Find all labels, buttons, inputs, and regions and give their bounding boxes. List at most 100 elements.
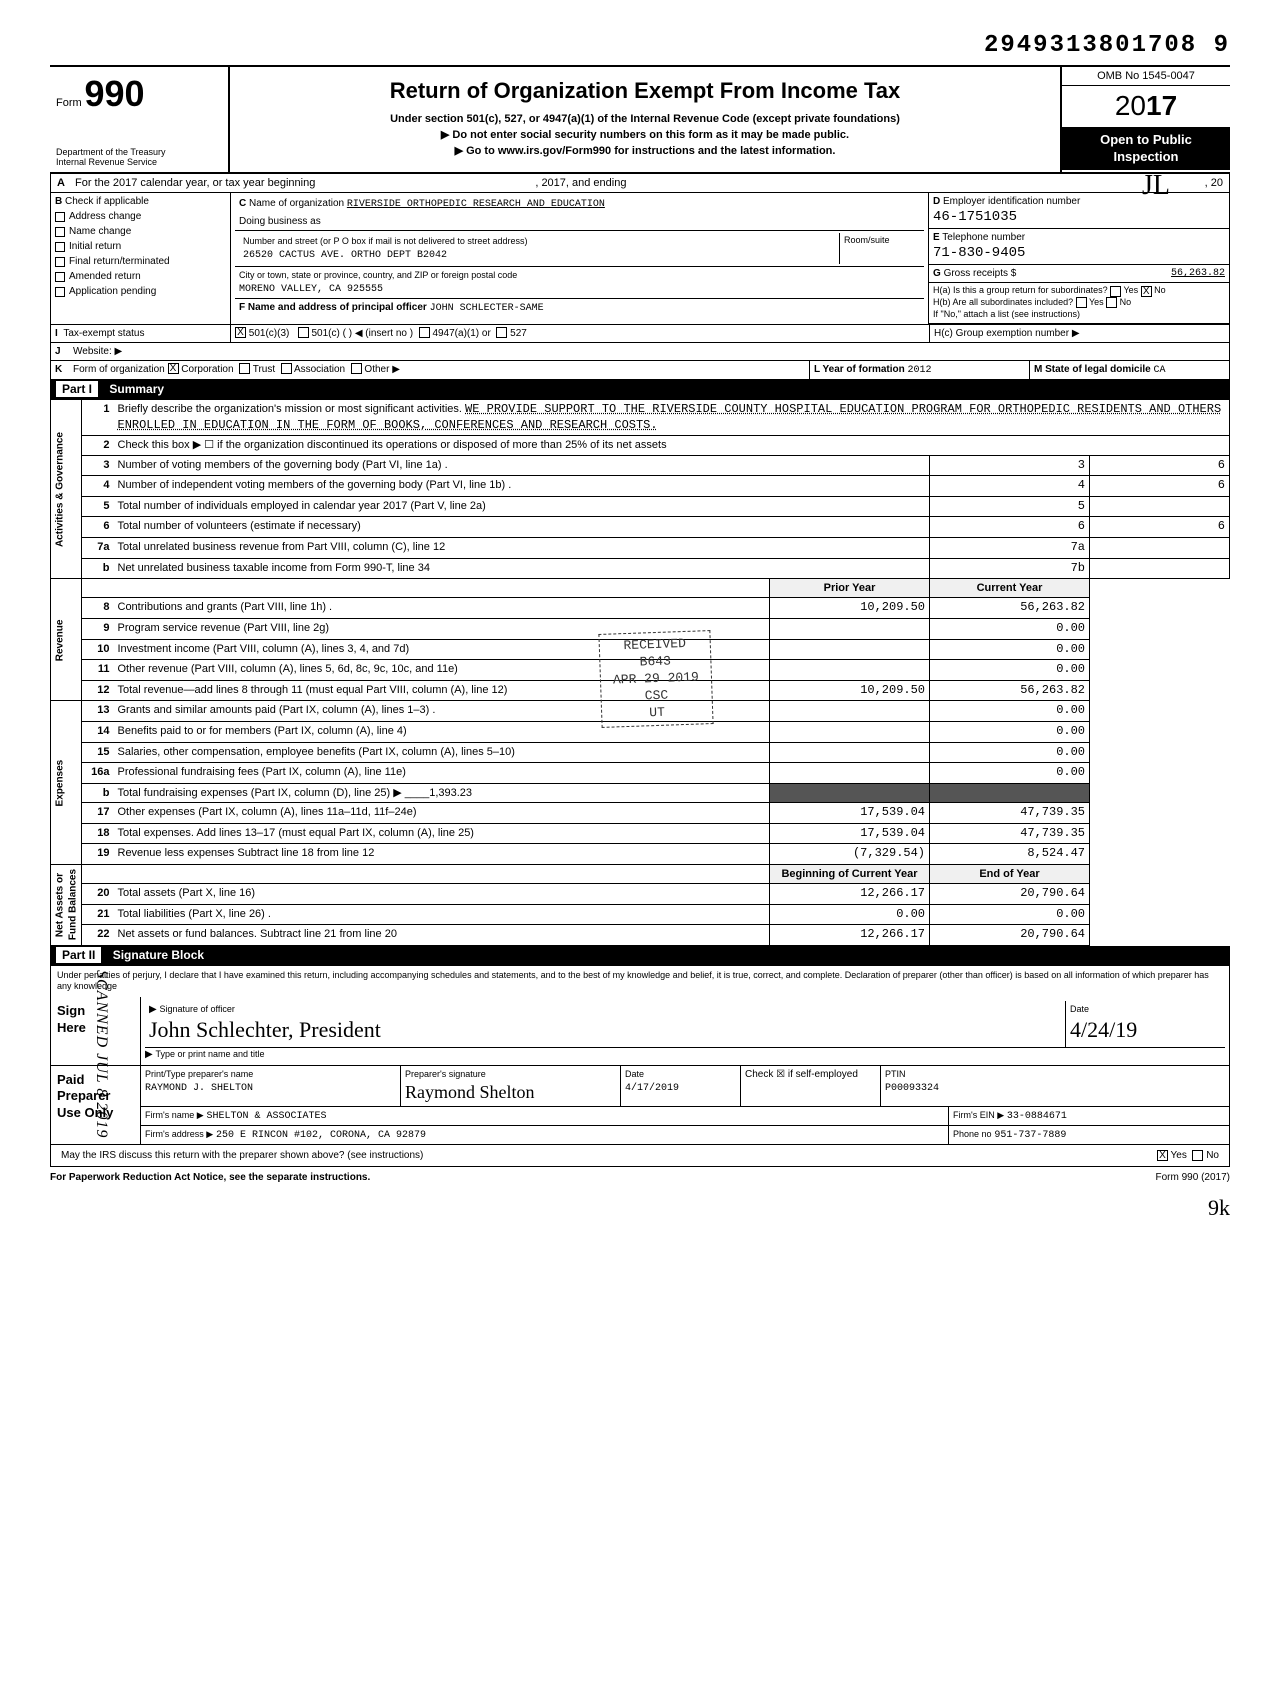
exp-ln: 17 bbox=[82, 803, 114, 824]
row-a: A For the 2017 calendar year, or tax yea… bbox=[50, 174, 1230, 193]
tax-exempt-label: Tax-exempt status bbox=[63, 328, 144, 339]
exp-desc: Salaries, other compensation, employee b… bbox=[114, 742, 770, 763]
city-state-zip: MORENO VALLEY, CA 925555 bbox=[239, 284, 383, 295]
chk-final-return[interactable]: Final return/terminated bbox=[55, 255, 226, 268]
chk-initial-return-label: Initial return bbox=[69, 240, 121, 253]
chk-address-change[interactable]: Address change bbox=[55, 210, 226, 223]
tax-year: 2017 bbox=[1062, 86, 1230, 127]
exp-prior bbox=[770, 763, 930, 784]
opt-501c3: 501(c)(3) bbox=[249, 328, 290, 339]
h-b-yes[interactable] bbox=[1076, 297, 1087, 308]
h-b-yes-label: Yes bbox=[1089, 297, 1104, 307]
room-label: Room/suite bbox=[840, 233, 920, 264]
exp-desc: Professional fundraising fees (Part IX, … bbox=[114, 763, 770, 784]
exp-current: 0.00 bbox=[930, 701, 1090, 722]
city-label: City or town, state or province, country… bbox=[239, 270, 517, 280]
exp-desc: Total fundraising expenses (Part IX, col… bbox=[114, 783, 770, 802]
irs-discuss-yes-label: Yes bbox=[1171, 1150, 1187, 1161]
row-c-letter: C bbox=[239, 198, 246, 209]
exp-desc: Other expenses (Part IX, column (A), lin… bbox=[114, 803, 770, 824]
exp-desc: Revenue less expenses Subtract line 18 f… bbox=[114, 844, 770, 865]
h-a-yes-label: Yes bbox=[1123, 285, 1138, 295]
chk-association[interactable] bbox=[281, 363, 292, 374]
chk-corporation[interactable]: X bbox=[168, 363, 179, 374]
chk-amended-return[interactable]: Amended return bbox=[55, 270, 226, 283]
line-7b-desc: Net unrelated business taxable income fr… bbox=[114, 558, 930, 579]
year-digits: 17 bbox=[1146, 90, 1177, 121]
irs-discuss-question: May the IRS discuss this return with the… bbox=[57, 1147, 1153, 1164]
scanned-stamp: SCANNED JUL 8 2019 bbox=[90, 970, 111, 1138]
h-a-label: H(a) Is this a group return for subordin… bbox=[933, 285, 1108, 295]
irs-discuss-no[interactable] bbox=[1192, 1150, 1203, 1161]
ein-label: Employer identification number bbox=[943, 196, 1080, 207]
line-7a-val bbox=[1090, 537, 1230, 558]
chk-name-change[interactable]: Name change bbox=[55, 225, 226, 238]
website-label: Website: ▶ bbox=[69, 343, 1229, 360]
form-title: Return of Organization Exempt From Incom… bbox=[238, 77, 1052, 106]
line-5-val bbox=[1090, 496, 1230, 517]
line-3-desc: Number of voting members of the governin… bbox=[114, 455, 930, 476]
line-7a-desc: Total unrelated business revenue from Pa… bbox=[114, 537, 930, 558]
firm-phone: 951-737-7889 bbox=[994, 1130, 1066, 1141]
net-begin: 12,266.17 bbox=[770, 925, 930, 946]
opt-other: Other ▶ bbox=[364, 364, 399, 375]
irs-discuss-no-label: No bbox=[1206, 1150, 1219, 1161]
form-of-org-label: Form of organization bbox=[73, 364, 165, 375]
cat-expenses: Expenses bbox=[51, 701, 82, 864]
exp-prior bbox=[770, 722, 930, 743]
phone-value: 71-830-9405 bbox=[933, 245, 1025, 261]
org-name-label: Name of organization bbox=[249, 198, 344, 209]
chk-501c[interactable] bbox=[298, 327, 309, 338]
firm-ein-label: Firm's EIN ▶ bbox=[953, 1110, 1004, 1120]
col-current-year: Current Year bbox=[930, 579, 1090, 598]
firm-name-label: Firm's name ▶ bbox=[145, 1110, 204, 1120]
h-a-yes[interactable] bbox=[1110, 286, 1121, 297]
chk-initial-return[interactable]: Initial return bbox=[55, 240, 226, 253]
chk-527[interactable] bbox=[496, 327, 507, 338]
chk-4947[interactable] bbox=[419, 327, 430, 338]
preparer-date: 4/17/2019 bbox=[625, 1083, 679, 1094]
table-row: 18Total expenses. Add lines 13–17 (must … bbox=[51, 823, 1230, 844]
exp-current: 0.00 bbox=[930, 722, 1090, 743]
firm-address: 250 E RINCON #102, CORONA, CA 92879 bbox=[216, 1130, 426, 1141]
table-row: 16aProfessional fundraising fees (Part I… bbox=[51, 763, 1230, 784]
penalties-statement: Under penalties of perjury, I declare th… bbox=[51, 966, 1229, 997]
irs-discuss-yes[interactable]: X bbox=[1157, 1150, 1168, 1161]
preparer-name-label: Print/Type preparer's name bbox=[145, 1069, 253, 1079]
exp-ln: 19 bbox=[82, 844, 114, 865]
chk-application-pending[interactable]: Application pending bbox=[55, 285, 226, 298]
col-prior-year: Prior Year bbox=[770, 579, 930, 598]
chk-501c3[interactable]: X bbox=[235, 327, 246, 338]
row-k-letter: K bbox=[55, 364, 62, 375]
line-2: Check this box ▶ ☐ if the organization d… bbox=[114, 436, 1230, 455]
chk-other[interactable] bbox=[351, 363, 362, 374]
rows-b-h: B Check if applicable Address change Nam… bbox=[50, 193, 1230, 324]
rev-current: 0.00 bbox=[930, 660, 1090, 681]
chk-trust[interactable] bbox=[239, 363, 250, 374]
net-ln: 21 bbox=[82, 904, 114, 925]
exp-ln: 13 bbox=[82, 701, 114, 722]
part-ii-label: Part II bbox=[56, 947, 101, 963]
rev-ln: 8 bbox=[82, 598, 114, 619]
line-5-desc: Total number of individuals employed in … bbox=[114, 496, 930, 517]
exp-current-shaded bbox=[930, 783, 1090, 802]
signature-block: Under penalties of perjury, I declare th… bbox=[50, 966, 1230, 1167]
net-begin: 12,266.17 bbox=[770, 884, 930, 905]
h-b-no[interactable] bbox=[1106, 297, 1117, 308]
org-name: RIVERSIDE ORTHOPEDIC RESEARCH AND EDUCAT… bbox=[347, 199, 605, 210]
subtitle-1: Under section 501(c), 527, or 4947(a)(1)… bbox=[238, 112, 1052, 126]
gross-receipts-value: 56,263.82 bbox=[1171, 267, 1225, 280]
line-3-val: 6 bbox=[1090, 455, 1230, 476]
line-6-desc: Total number of volunteers (estimate if … bbox=[114, 517, 930, 538]
page-mark-handwritten: 9k bbox=[1208, 1195, 1230, 1220]
h-a-no[interactable]: X bbox=[1141, 286, 1152, 297]
table-row: 21Total liabilities (Part X, line 26) .0… bbox=[51, 904, 1230, 925]
dln-code: 2949313801708 9 bbox=[50, 30, 1230, 61]
phone-label: Telephone number bbox=[942, 232, 1025, 243]
exp-ln: 14 bbox=[82, 722, 114, 743]
preparer-date-label: Date bbox=[625, 1069, 644, 1079]
chk-name-change-label: Name change bbox=[69, 225, 131, 238]
rev-prior bbox=[770, 660, 930, 681]
net-desc: Total liabilities (Part X, line 26) . bbox=[114, 904, 770, 925]
state-domicile-label: M State of legal domicile bbox=[1034, 364, 1151, 375]
